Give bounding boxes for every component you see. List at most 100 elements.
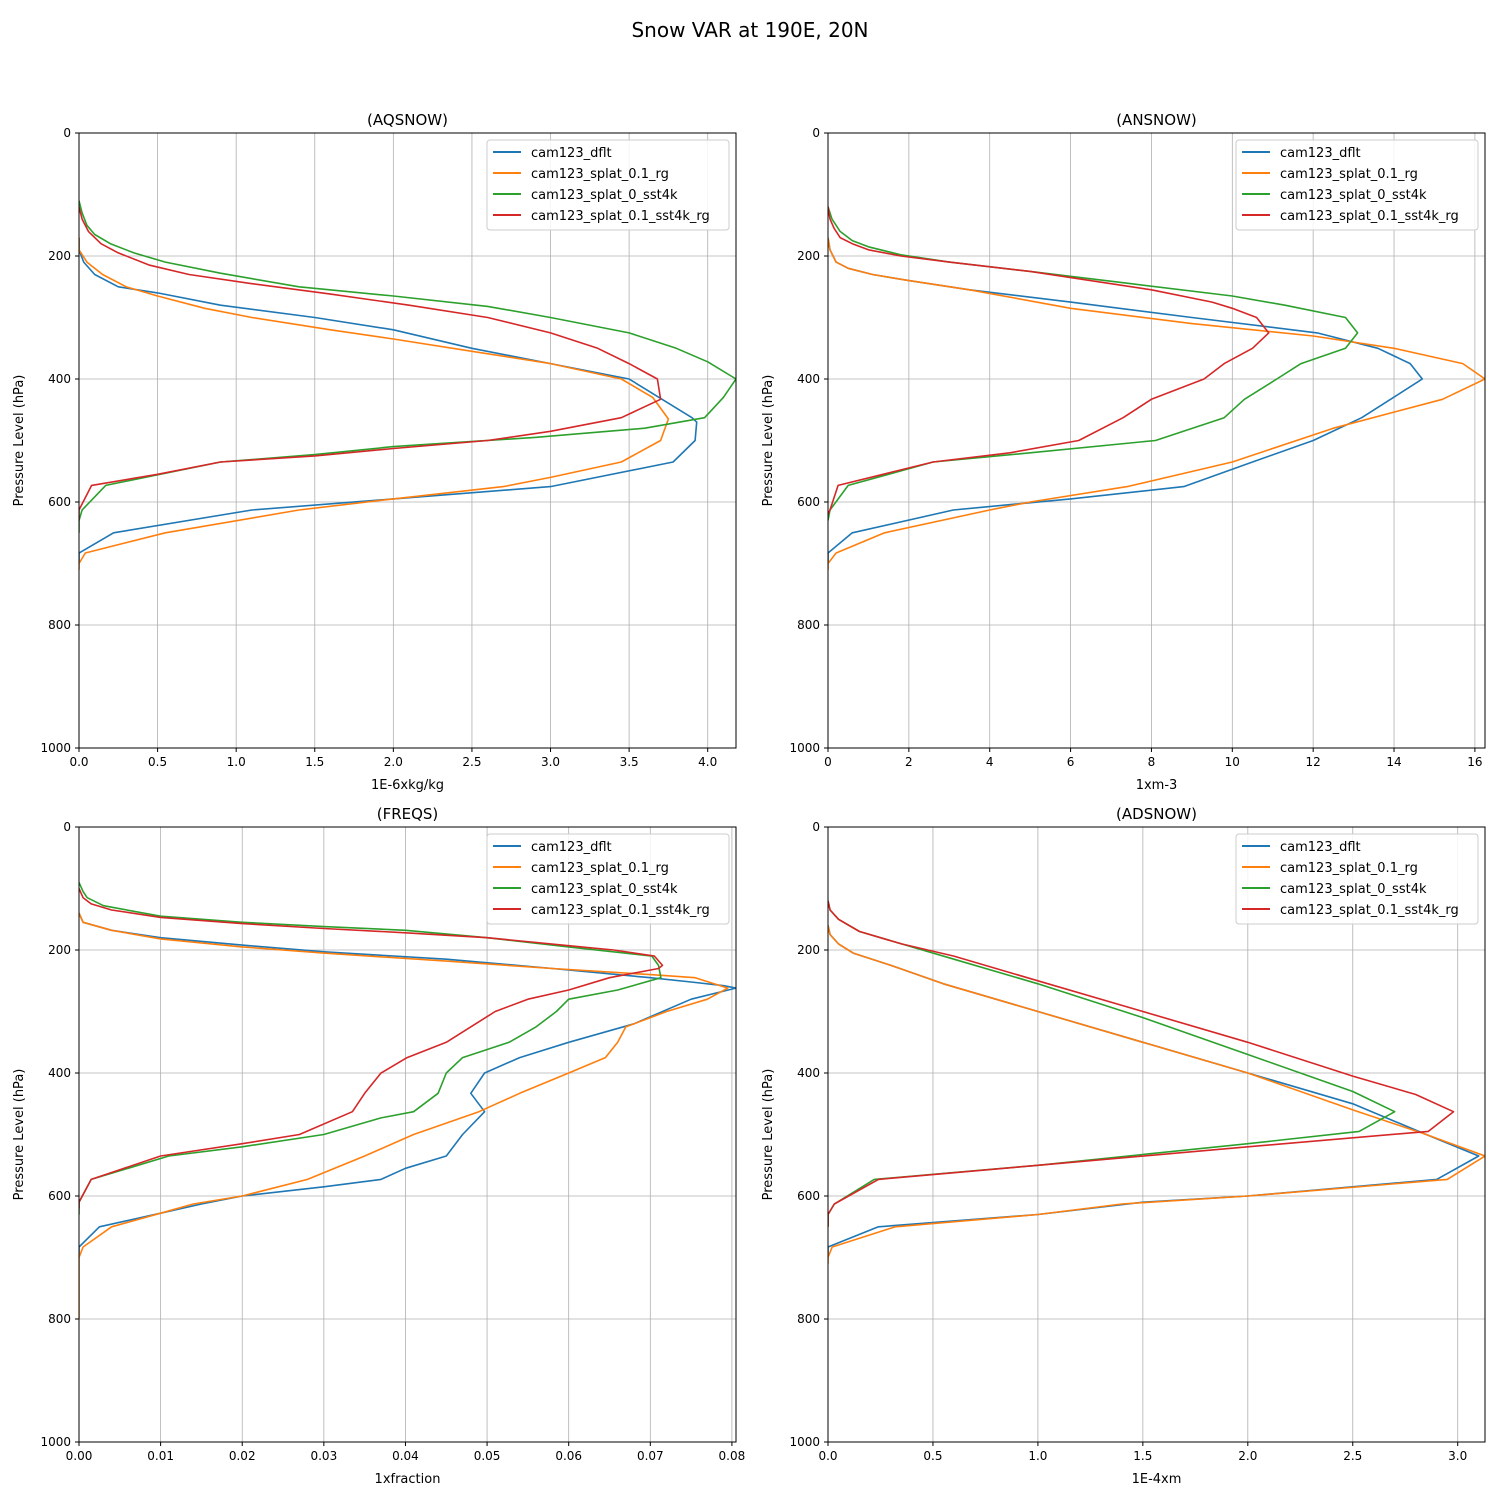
panel-2-legend: cam123_dflt cam123_splat_0.1_rg cam123_spl… — [1235, 139, 1479, 231]
panel-2-legend-label-cam123-dflt: cam123_dflt — [1280, 146, 1361, 161]
panel-1-xlabel: 1E-6xkg/kg — [371, 778, 444, 793]
panel-1-x-tick-label: 1.5 — [305, 755, 324, 769]
panel-3-y-tick-label: 800 — [48, 1312, 71, 1326]
panel-1-x-tick-label: 2.0 — [384, 755, 403, 769]
panel-1-x-tick-label: 1.0 — [227, 755, 246, 769]
panel-3-y-tick-label: 1000 — [40, 1435, 71, 1449]
panel-2-series-cam123-splat-0-1-sst4k-rg — [828, 206, 1270, 515]
panel-1-y-tick-label: 200 — [48, 249, 71, 263]
panel-2-y-tick-label: 400 — [797, 372, 820, 386]
panel-2-y-tick-label: 200 — [797, 249, 820, 263]
panel-1-series-cam123-splat-0-1-sst4k-rg — [79, 206, 662, 521]
panel-3-xlabel: 1xfraction — [375, 1472, 441, 1487]
panel-4-legend-label-cam123-splat-0-sst4k: cam123_splat_0_sst4k — [1280, 882, 1427, 897]
panel-3-x-tick-label: 0.04 — [392, 1449, 419, 1463]
panel-4-y-tick-label: 400 — [797, 1066, 820, 1080]
panel-3-y-tick-label: 400 — [48, 1066, 71, 1080]
panel-1-x-tick-label: 0.5 — [148, 755, 167, 769]
panel-4-legend-label-cam123-splat-0-1-sst4k-rg: cam123_splat_0.1_sst4k_rg — [1280, 903, 1459, 918]
panel-4-x-tick-label: 1.0 — [1028, 1449, 1047, 1463]
panel-1-legend-box — [486, 139, 730, 231]
panel-1-title: (AQSNOW) — [367, 111, 448, 129]
panel-1-legend-label-cam123-splat-0-1-sst4k-rg: cam123_splat_0.1_sst4k_rg — [531, 209, 710, 224]
panel-3-frame — [78, 826, 737, 1443]
panel-1-ylabel: Pressure Level (hPa) — [12, 375, 27, 507]
panel-3-legend-label-cam123-dflt: cam123_dflt — [531, 840, 612, 855]
panel-4-x-tick-label: 1.5 — [1133, 1449, 1152, 1463]
panel-3-background — [79, 827, 736, 1442]
panel-1-x-tick-label: 4.0 — [698, 755, 717, 769]
panel-1-legend-label-cam123-dflt: cam123_dflt — [531, 146, 612, 161]
panel-4-ylabel: Pressure Level (hPa) — [761, 1069, 776, 1201]
panel-1-y-tick-label: 1000 — [40, 741, 71, 755]
panel-3-legend-box — [486, 833, 730, 925]
panel-3-x-tick-label: 0.02 — [229, 1449, 256, 1463]
panel-3-series-cam123-splat-0-sst4k — [79, 882, 662, 1215]
panel-4-series-cam123-splat-0-1-rg — [828, 925, 1485, 1264]
panel-4-x-tick-label: 0.5 — [923, 1449, 942, 1463]
panel-4-x-tick-label: 2.5 — [1343, 1449, 1362, 1463]
panel-2-legend-label-cam123-splat-0-1-sst4k-rg: cam123_splat_0.1_sst4k_rg — [1280, 209, 1459, 224]
panel-3-series-cam123-splat-0-1-sst4k-rg — [79, 888, 664, 1209]
panel-1: 0.0 0.5 1.0 1.5 2.0 2.5 3.0 3.5 4.0 0 200 400 600 800… — [12, 111, 737, 793]
panel-2-x-tick-label: 4 — [986, 755, 994, 769]
panel-2-y-tick-label: 0 — [812, 126, 820, 140]
panel-4-legend-label-cam123-splat-0-1-rg: cam123_splat_0.1_rg — [1280, 861, 1418, 876]
panel-4-y-tick-label: 1000 — [789, 1435, 820, 1449]
panel-2-y-tick-label: 800 — [797, 618, 820, 632]
panel-1-x-tick-label: 3.5 — [620, 755, 639, 769]
panel-2-y-tick-label: 600 — [797, 495, 820, 509]
panel-3-y-tick-label: 600 — [48, 1189, 71, 1203]
panel-2-legend-label-cam123-splat-0-sst4k: cam123_splat_0_sst4k — [1280, 188, 1427, 203]
panel-3-legend-label-cam123-splat-0-1-sst4k-rg: cam123_splat_0.1_sst4k_rg — [531, 903, 710, 918]
figure-title: Snow VAR at 190E, 20N — [631, 18, 868, 42]
panel-2-series-cam123-splat-0-sst4k — [828, 206, 1359, 521]
panel-2-legend-box — [1235, 139, 1479, 231]
panel-2-ylabel: Pressure Level (hPa) — [761, 375, 776, 507]
panel-3-y-tick-label: 200 — [48, 943, 71, 957]
panel-3-legend: cam123_dflt cam123_splat_0.1_rg cam123_spl… — [486, 833, 730, 925]
panel-4-legend-box — [1235, 833, 1479, 925]
panel-4-background — [828, 827, 1485, 1442]
panel-3-x-tick-label: 0.01 — [147, 1449, 174, 1463]
panel-1-y-tick-label: 800 — [48, 618, 71, 632]
panel-1-x-tick-label: 3.0 — [541, 755, 560, 769]
panel-3-x-tick-label: 0.05 — [474, 1449, 501, 1463]
panel-1-legend: cam123_dflt cam123_splat_0.1_rg cam123_spl… — [486, 139, 730, 231]
panel-4-x-tick-label: 2.0 — [1238, 1449, 1257, 1463]
panel-3-x-tick-label: 0.07 — [637, 1449, 664, 1463]
panel-3-x-tick-label: 0.08 — [719, 1449, 746, 1463]
panel-2-x-tick-label: 0 — [824, 755, 832, 769]
panel-4-y-tick-label: 0 — [812, 820, 820, 834]
panel-1-y-tick-label: 400 — [48, 372, 71, 386]
panel-2-series-cam123-splat-0-1-rg — [828, 237, 1485, 570]
panel-1-frame — [78, 132, 737, 749]
panel-2-title: (ANSNOW) — [1116, 111, 1197, 129]
panel-2-x-tick-label: 14 — [1386, 755, 1401, 769]
panel-2-y-tick-label: 1000 — [789, 741, 820, 755]
panel-3-legend-label-cam123-splat-0-1-rg: cam123_splat_0.1_rg — [531, 861, 669, 876]
panel-4-y-tick-label: 800 — [797, 1312, 820, 1326]
panel-4-xlabel: 1E-4xm — [1132, 1472, 1182, 1487]
panel-2-x-tick-label: 2 — [905, 755, 913, 769]
panel-4-y-tick-label: 600 — [797, 1189, 820, 1203]
panel-3-title: (FREQS) — [377, 805, 439, 823]
panel-3-x-tick-label: 0.00 — [66, 1449, 93, 1463]
panel-2-x-tick-label: 10 — [1225, 755, 1240, 769]
panel-3-legend-label-cam123-splat-0-sst4k: cam123_splat_0_sst4k — [531, 882, 678, 897]
panel-4-frame — [827, 826, 1486, 1443]
panel-4-x-tick-label: 3.0 — [1448, 1449, 1467, 1463]
panel-2-legend-label-cam123-splat-0-1-rg: cam123_splat_0.1_rg — [1280, 167, 1418, 182]
panel-1-y-tick-label: 0 — [63, 126, 71, 140]
panel-4-title: (ADSNOW) — [1116, 805, 1197, 823]
panel-4-series-cam123-splat-0-1-sst4k-rg — [828, 900, 1455, 1227]
panel-1-series-cam123-splat-0-1-rg — [79, 237, 670, 570]
panel-1-x-tick-label: 0.0 — [69, 755, 88, 769]
panel-3-x-tick-label: 0.03 — [310, 1449, 337, 1463]
panel-1-y-tick-label: 600 — [48, 495, 71, 509]
panel-3-y-tick-label: 0 — [63, 820, 71, 834]
panel-2-x-tick-label: 12 — [1306, 755, 1321, 769]
panel-3-ylabel: Pressure Level (hPa) — [12, 1069, 27, 1201]
panel-1-legend-label-cam123-splat-0-sst4k: cam123_splat_0_sst4k — [531, 188, 678, 203]
panel-4-legend-label-cam123-dflt: cam123_dflt — [1280, 840, 1361, 855]
